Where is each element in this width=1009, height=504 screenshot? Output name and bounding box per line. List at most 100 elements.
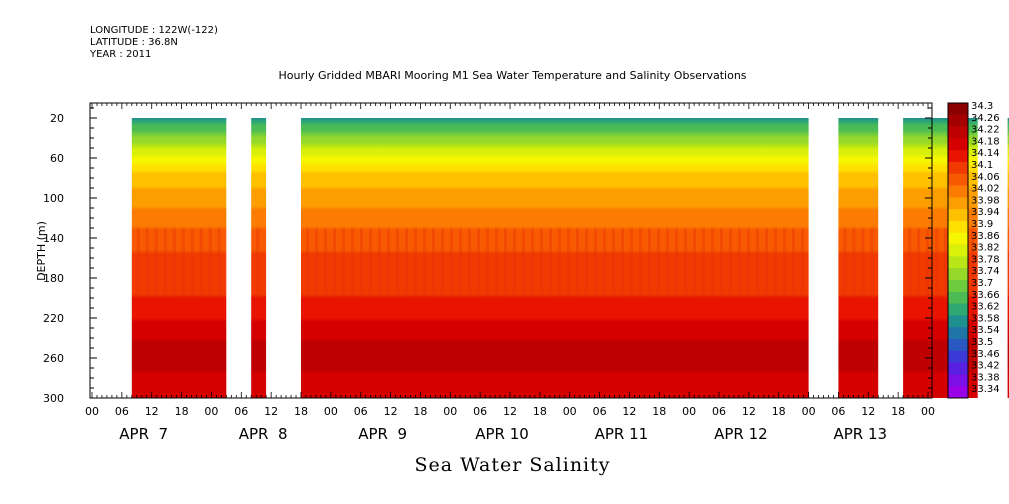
heatmap-texture: [145, 228, 149, 298]
heatmap-texture: [702, 228, 705, 298]
x-day-label: APR 12: [714, 425, 768, 443]
latitude-label: LATITUDE : 36.8N: [90, 37, 178, 48]
heatmap-texture: [926, 228, 930, 298]
heatmap-texture: [369, 228, 372, 298]
colorbar-label: 33.82: [971, 243, 1000, 254]
y-axis: 20 60 100 140 180 220 260 300: [43, 107, 932, 405]
heatmap-texture: [738, 228, 741, 298]
x-hour-label: 12: [742, 405, 756, 418]
colorbar-swatch: [948, 350, 968, 363]
heatmap-texture: [199, 228, 203, 298]
colorbar-swatch: [948, 221, 968, 234]
heatmap-texture: [360, 228, 363, 298]
heatmap-texture: [567, 228, 570, 298]
x-hour-label: 00: [443, 405, 457, 418]
heatmap-texture: [441, 228, 444, 298]
heatmap-texture: [477, 228, 480, 298]
heatmap-texture: [522, 228, 525, 298]
colorbar-swatch: [948, 315, 968, 328]
x-hour-label: 18: [652, 405, 666, 418]
colorbar-swatch: [948, 114, 968, 127]
heatmap-texture: [720, 228, 723, 298]
colorbar-swatch: [948, 103, 968, 116]
x-hour-label: 12: [384, 405, 398, 418]
x-hour-label: 06: [115, 405, 129, 418]
heatmap-texture: [711, 228, 714, 298]
x-hour-label: 18: [772, 405, 786, 418]
heatmap-texture: [378, 228, 381, 298]
y-tick-label: 60: [50, 152, 64, 165]
heatmap-texture: [531, 228, 534, 298]
x-hour-label: 06: [234, 405, 248, 418]
heatmap-texture: [459, 228, 462, 298]
colorbar-label: 33.34: [971, 384, 1000, 395]
colorbar-swatch: [948, 386, 968, 399]
colorbar-label: 34.14: [971, 148, 1000, 159]
heatmap-texture: [971, 228, 975, 298]
heatmap-texture: [387, 228, 390, 298]
heatmap-texture: [396, 228, 399, 298]
heatmap-texture: [324, 228, 327, 298]
colorbar-label: 33.7: [971, 278, 993, 289]
colorbar-label: 33.46: [971, 349, 1000, 360]
heatmap-texture: [684, 228, 687, 298]
heatmap-texture: [190, 228, 194, 298]
x-hour-label: 18: [413, 405, 427, 418]
heatmap-texture: [333, 228, 336, 298]
colorbar-swatch: [948, 232, 968, 245]
colorbar-label: 34.3: [971, 101, 993, 112]
y-tick-label: 260: [43, 352, 64, 365]
colorbar-swatch: [948, 173, 968, 186]
heatmap-texture: [843, 228, 847, 298]
chart-x-axis-label: Sea Water Salinity: [414, 454, 611, 476]
colorbar-swatch: [948, 150, 968, 163]
heatmap-texture: [486, 228, 489, 298]
heatmap-texture: [870, 228, 874, 298]
x-hour-label: 18: [294, 405, 308, 418]
heatmap-texture: [163, 228, 167, 298]
x-hour-label: 18: [533, 405, 547, 418]
heatmap-texture: [540, 228, 543, 298]
x-hour-label: 12: [503, 405, 517, 418]
heatmap-segment: [251, 118, 267, 398]
colorbar-frame: [947, 102, 969, 399]
x-day-label: APR 7: [119, 425, 168, 443]
colorbar-swatch: [948, 327, 968, 340]
heatmap-texture: [217, 228, 221, 298]
heatmap-texture: [935, 228, 939, 298]
colorbar-swatch: [948, 339, 968, 352]
colorbar-label: 33.74: [971, 266, 1000, 277]
heatmap-segment: [131, 118, 227, 398]
heatmap-texture: [468, 228, 471, 298]
heatmap-texture: [675, 228, 678, 298]
heatmap-texture: [801, 228, 804, 298]
heatmap-texture: [908, 228, 912, 298]
heatmap-texture: [432, 228, 435, 298]
x-hour-label: 00: [204, 405, 218, 418]
x-hour-label: 12: [861, 405, 875, 418]
colorbar-label: 33.98: [971, 195, 1000, 206]
heatmap-texture: [693, 228, 696, 298]
x-hour-label: 12: [264, 405, 278, 418]
x-axis: 00 06 12 18 00 06 12 18 00 06 12 18 00 06 12 18 00 06 12 18…: [85, 103, 935, 443]
x-hour-label: 12: [145, 405, 159, 418]
colorbar-label: 34.02: [971, 184, 1000, 195]
y-tick-label: 20: [50, 112, 64, 125]
heatmap-texture: [852, 228, 856, 298]
heatmap-texture: [315, 228, 318, 298]
heatmap-texture: [154, 228, 158, 298]
x-hour-label: 06: [354, 405, 368, 418]
heatmap-segment: [301, 118, 809, 398]
heatmap-texture: [612, 228, 615, 298]
heatmap-texture: [495, 228, 498, 298]
heatmap-texture: [136, 228, 140, 298]
colorbar-swatch: [948, 138, 968, 151]
x-hour-label: 06: [712, 405, 726, 418]
heatmap-texture: [657, 228, 660, 298]
heatmap-texture: [603, 228, 606, 298]
heatmap-texture: [513, 228, 516, 298]
colorbar: 34.334.2634.2234.1834.1434.134.0634.0233…: [947, 101, 1000, 399]
y-axis-label: DEPTH (m): [35, 221, 48, 281]
x-hour-label: 00: [563, 405, 577, 418]
x-day-label: APR 13: [834, 425, 888, 443]
